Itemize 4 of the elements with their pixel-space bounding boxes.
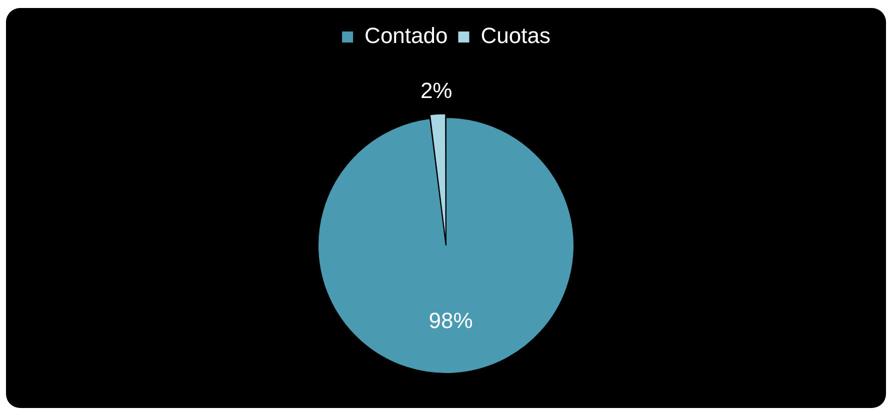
data-label: 2% [420, 78, 452, 103]
legend-label: Cuotas [480, 23, 550, 48]
data-label: 98% [428, 308, 473, 334]
legend-label: Contado [364, 23, 448, 48]
